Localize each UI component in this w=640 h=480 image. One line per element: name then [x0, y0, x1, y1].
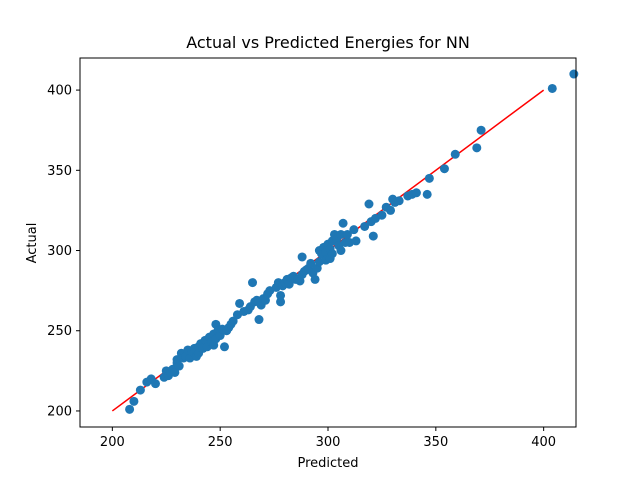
x-axis-ticks: 200 250 300 350 400 — [100, 427, 556, 450]
data-point — [336, 229, 346, 239]
data-point — [219, 342, 229, 352]
data-point — [310, 274, 320, 284]
data-point — [248, 278, 258, 288]
data-point — [476, 125, 486, 135]
data-point — [254, 315, 264, 325]
data-point — [349, 225, 359, 235]
data-point — [368, 231, 378, 241]
data-point — [472, 143, 482, 153]
data-point — [377, 210, 387, 220]
data-point — [547, 83, 557, 93]
y-tick-label: 400 — [47, 84, 72, 99]
data-point — [228, 316, 238, 326]
data-point — [297, 252, 307, 262]
y-axis-ticks: 200 250 300 350 400 — [47, 84, 80, 419]
data-point — [235, 298, 245, 308]
x-tick-label: 400 — [531, 435, 556, 450]
data-point — [125, 404, 135, 414]
data-point — [411, 188, 421, 198]
data-point — [364, 199, 374, 209]
data-point — [569, 69, 579, 79]
y-tick-label: 350 — [47, 164, 72, 179]
data-point — [424, 173, 434, 183]
data-point — [170, 367, 180, 377]
data-point — [450, 149, 460, 159]
data-point — [327, 249, 337, 259]
data-point — [276, 290, 286, 300]
data-point — [306, 258, 316, 268]
x-tick-label: 200 — [100, 435, 125, 450]
data-point — [386, 205, 396, 215]
data-point — [338, 218, 348, 228]
data-point — [439, 164, 449, 174]
y-tick-label: 300 — [47, 244, 72, 259]
data-point — [150, 379, 160, 389]
x-axis-label: Predicted — [297, 456, 358, 471]
data-point — [336, 246, 346, 256]
data-point — [394, 196, 404, 206]
y-tick-label: 200 — [47, 404, 72, 419]
data-point — [360, 221, 370, 231]
x-tick-label: 300 — [316, 435, 341, 450]
chart-title: Actual vs Predicted Energies for NN — [186, 33, 470, 52]
y-tick-label: 250 — [47, 324, 72, 339]
data-point — [174, 361, 184, 371]
data-point — [422, 189, 432, 199]
data-point — [276, 297, 286, 307]
data-point — [135, 385, 145, 395]
plot-area — [111, 69, 579, 414]
data-point — [129, 396, 139, 406]
y-axis-label: Actual — [25, 223, 40, 264]
data-points — [125, 69, 579, 414]
x-tick-label: 350 — [423, 435, 448, 450]
data-point — [351, 236, 361, 246]
data-point — [342, 229, 352, 239]
x-tick-label: 250 — [208, 435, 233, 450]
